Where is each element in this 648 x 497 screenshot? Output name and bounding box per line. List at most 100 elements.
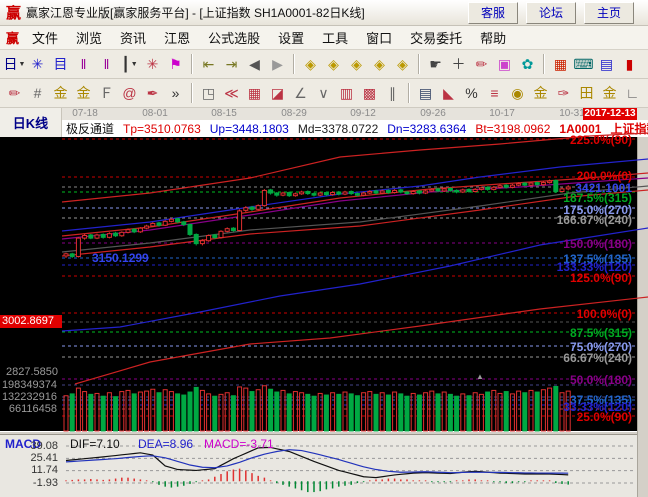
stamp-pink-icon: ▣	[497, 56, 512, 72]
menu-item-0[interactable]: 文件	[32, 31, 59, 46]
scribble-blue-icon[interactable]: ✳	[26, 53, 49, 75]
macd-axis-label: 39.08	[30, 440, 58, 452]
angle-tool-icon[interactable]: ∟	[621, 82, 644, 104]
gann-grid-gold1-icon[interactable]: 金	[49, 82, 72, 104]
color-flag-icon[interactable]: ⚑	[164, 53, 187, 75]
parallel-lines-icon[interactable]: ∥	[381, 82, 404, 104]
scribble-blue-icon: ✳	[31, 56, 44, 72]
fan-lines-icon[interactable]: ≪	[220, 82, 243, 104]
spiral-icon[interactable]: @	[118, 82, 141, 104]
anchor-low-label: 3150.1299	[92, 251, 149, 265]
percent-icon[interactable]: %	[460, 82, 483, 104]
percent-triangle-icon: ◣	[443, 85, 454, 101]
box-tool-icon[interactable]: ◳	[197, 82, 220, 104]
red-book-icon[interactable]: ▮	[618, 53, 641, 75]
menu-item-6[interactable]: 工具	[322, 31, 349, 46]
notebook-icon: ▤	[599, 56, 614, 72]
pen-chart-icon[interactable]: ✑	[552, 82, 575, 104]
gold-plain-icon[interactable]: 金	[598, 82, 621, 104]
box-tool-icon: ◳	[201, 85, 216, 101]
percent-icon: %	[465, 85, 478, 101]
percent-lines-icon[interactable]: ≡	[483, 82, 506, 104]
gold-lines-icon[interactable]: 金	[529, 82, 552, 104]
v-line-icon[interactable]: ∨	[312, 82, 335, 104]
fibonacci-grid-icon[interactable]: Ｆ	[95, 82, 118, 104]
period-label: 日K线	[0, 108, 62, 137]
hand-tool-icon[interactable]: ☛	[424, 53, 447, 75]
gann-level-label: 100.0%(0)	[576, 307, 632, 321]
crosshair-tool-icon[interactable]: ＋	[447, 53, 470, 75]
page-prev-icon[interactable]: ◀	[243, 53, 266, 75]
minute-chart-9-icon[interactable]: ‖	[95, 53, 118, 75]
minute-chart-9-icon: ‖	[103, 56, 110, 72]
red-grid-icon[interactable]: ▥	[335, 82, 358, 104]
menu-item-7[interactable]: 窗口	[366, 31, 393, 46]
menu-item-2[interactable]: 资讯	[120, 31, 147, 46]
customer-service-button[interactable]: 客服	[467, 1, 518, 24]
gann-diamond-x-icon[interactable]: ◈	[368, 53, 391, 75]
candle-type-icon[interactable]: ┃ ▼	[118, 53, 141, 75]
red-grid2-icon[interactable]: ▩	[358, 82, 381, 104]
menu-item-1[interactable]: 浏览	[76, 31, 103, 46]
jump-first-icon[interactable]: ⇤	[197, 53, 220, 75]
erase-tool-icon: ✏	[475, 56, 488, 72]
pane-divider[interactable]	[0, 431, 648, 435]
more-tools-icon[interactable]: »	[164, 82, 187, 104]
gann-level-label: 225.0%(90)	[569, 133, 632, 147]
ruler-list-icon[interactable]: ▤	[414, 82, 437, 104]
menu-item-3[interactable]: 江恩	[164, 31, 191, 46]
corner-fan-icon[interactable]: ◪	[266, 82, 289, 104]
grid-plain-icon[interactable]: #	[26, 82, 49, 104]
macd-indicator-label[interactable]: MACD	[5, 437, 41, 451]
ruler-list-icon: ▤	[418, 85, 433, 101]
draw-pen-icon[interactable]: ✏	[3, 82, 26, 104]
gold-box-icon[interactable]: 田	[575, 82, 598, 104]
menu-item-4[interactable]: 公式选股	[208, 31, 261, 46]
pattern-teal-icon[interactable]: ✿	[516, 53, 539, 75]
filled-grid-icon[interactable]: ▦	[243, 82, 266, 104]
gold-circle-icon[interactable]: ◉	[506, 82, 529, 104]
pen-grid-icon[interactable]: ✒	[141, 82, 164, 104]
gann-diamond-h-icon[interactable]: ◈	[345, 53, 368, 75]
gann-diamond-plus-icon[interactable]: ◈	[391, 53, 414, 75]
percent-triangle-icon[interactable]: ◣	[437, 82, 460, 104]
hand-tool-icon: ☛	[429, 56, 442, 72]
kline-period-icon[interactable]: 日 ▼	[3, 53, 26, 75]
gann-grid-gold2-icon[interactable]: 金	[72, 82, 95, 104]
macd-dif-value: DIF=7.10	[70, 437, 120, 451]
menu-item-9[interactable]: 帮助	[480, 31, 507, 46]
page-next-icon[interactable]: ▶	[266, 53, 289, 75]
right-scrollbar[interactable]	[637, 137, 648, 497]
macd-dea-value: DEA=8.96	[138, 437, 194, 451]
menu-item-5[interactable]: 设置	[278, 31, 305, 46]
gann-level-label: 25.0%(90)	[576, 410, 632, 424]
v-line-icon: ∨	[318, 85, 329, 101]
calculator-icon[interactable]: ⌨	[572, 53, 595, 75]
homepage-button[interactable]: 主页	[583, 1, 634, 24]
stamp-pink-icon[interactable]: ▣	[493, 53, 516, 75]
main-chart[interactable]	[0, 137, 637, 431]
angle-line-icon[interactable]: ∠	[289, 82, 312, 104]
dropdown-arrow-icon[interactable]: ▼	[130, 60, 138, 68]
scribble-red-icon[interactable]: ✳	[141, 53, 164, 75]
app-logo-icon: 赢	[6, 5, 22, 22]
quote-list-icon[interactable]: 目	[49, 53, 72, 75]
erase-tool-icon[interactable]: ✏	[470, 53, 493, 75]
dropdown-arrow-icon[interactable]: ▼	[18, 60, 26, 68]
toolbar-main: 日 ▼ ✳ 目 ‖ ‖ ┃ ▼ ✳ ⚑ ⇤ ⇥ ◀ ▶ ◈ ◈ ◈ ◈ ◈ ☛ ＋ ✏ ▣ ✿ ▦ ⌨ ▤ ▮	[0, 50, 648, 79]
gann-diamond-left-icon[interactable]: ◈	[299, 53, 322, 75]
filled-grid-icon: ▦	[247, 85, 262, 101]
jump-last-icon[interactable]: ⇥	[220, 53, 243, 75]
indicator-tp: Tp=3510.0763	[123, 121, 201, 136]
indicator-bt: Bt=3198.0962	[475, 121, 551, 136]
indicator-dn: Dn=3283.6364	[387, 121, 467, 136]
minute-chart-3-icon[interactable]: ‖	[72, 53, 95, 75]
forum-button[interactable]: 论坛	[525, 1, 576, 24]
volume-axis-label: 132232916	[1, 391, 57, 403]
calendar-icon[interactable]: ▦	[549, 53, 572, 75]
menu-item-8[interactable]: 交易委托	[410, 31, 463, 46]
gann-diamond-right-icon[interactable]: ◈	[322, 53, 345, 75]
notebook-icon[interactable]: ▤	[595, 53, 618, 75]
more-tools-icon: »	[171, 85, 180, 101]
